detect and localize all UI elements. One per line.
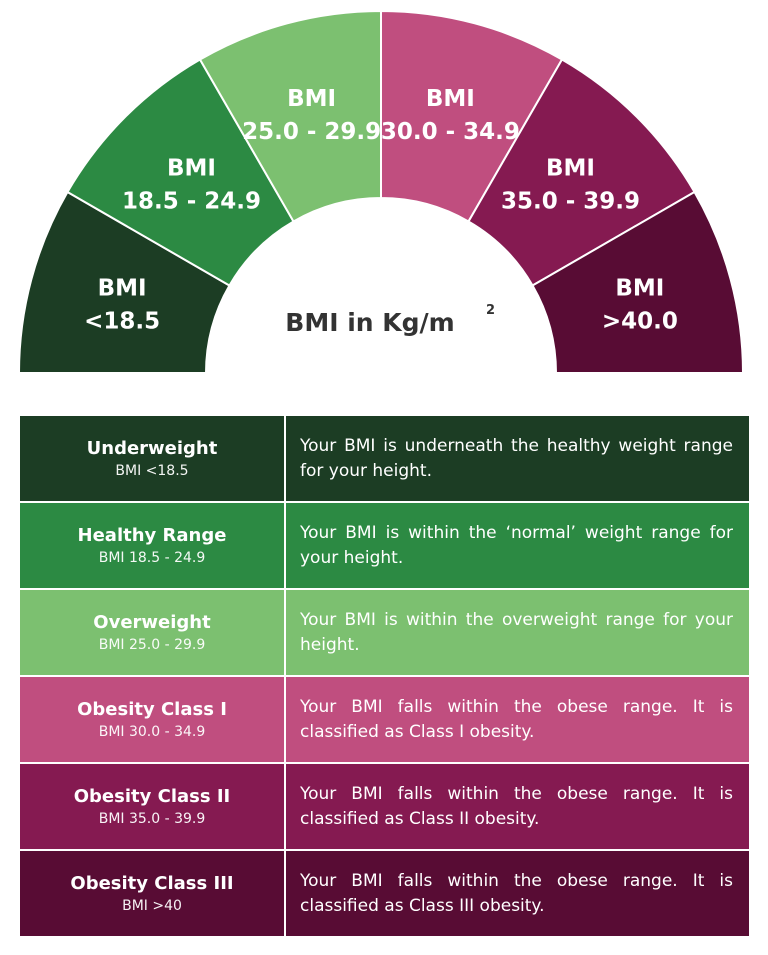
category-range: BMI >40: [122, 897, 182, 914]
gauge-center-label: BMI in Kg/m: [285, 308, 454, 337]
category-cell: Obesity Class I BMI 30.0 - 34.9: [18, 675, 286, 764]
category-cell: Obesity Class II BMI 35.0 - 39.9: [18, 762, 286, 851]
category-name: Obesity Class III: [70, 872, 234, 894]
category-range: BMI 25.0 - 29.9: [98, 636, 206, 653]
category-cell: Healthy Range BMI 18.5 - 24.9: [18, 501, 286, 590]
table-row-obesity-class-2: Obesity Class II BMI 35.0 - 39.9 Your BM…: [18, 762, 751, 851]
gauge-label-obese-1-range: 30.0 - 34.9: [381, 119, 520, 145]
gauge-label-healthy-range: 18.5 - 24.9: [122, 188, 261, 214]
bmi-gauge: BMI <18.5 BMI 18.5 - 24.9 BMI 25.0 - 29.9 BMI 3…: [17, 9, 745, 374]
table-row-underweight: Underweight BMI <18.5 Your BMI is undern…: [18, 414, 751, 503]
category-name: Overweight: [93, 611, 211, 633]
gauge-label-obese-3-title: BMI: [615, 276, 664, 302]
category-name: Obesity Class I: [77, 698, 227, 720]
gauge-center-superscript: 2: [486, 303, 495, 318]
category-range: BMI 30.0 - 34.9: [98, 723, 206, 740]
category-description: Your BMI falls within the obese range. I…: [284, 849, 751, 938]
category-cell: Underweight BMI <18.5: [18, 414, 286, 503]
gauge-label-healthy-title: BMI: [167, 155, 216, 181]
category-cell: Overweight BMI 25.0 - 29.9: [18, 588, 286, 677]
category-cell: Obesity Class III BMI >40: [18, 849, 286, 938]
gauge-label-obese-1-title: BMI: [426, 86, 475, 112]
gauge-label-obese-3-range: >40.0: [602, 309, 678, 335]
table-row-obesity-class-3: Obesity Class III BMI >40 Your BMI falls…: [18, 849, 751, 938]
gauge-label-obese-2-title: BMI: [546, 155, 595, 181]
bmi-category-table: Underweight BMI <18.5 Your BMI is undern…: [18, 414, 751, 938]
category-description: Your BMI is within the ‘normal’ weight r…: [284, 501, 751, 590]
category-name: Obesity Class II: [73, 785, 231, 807]
table-row-healthy-range: Healthy Range BMI 18.5 - 24.9 Your BMI i…: [18, 501, 751, 590]
category-description: Your BMI is within the overweight range …: [284, 588, 751, 677]
category-range: BMI <18.5: [115, 462, 189, 479]
gauge-label-obese-2-range: 35.0 - 39.9: [501, 188, 640, 214]
category-name: Healthy Range: [77, 524, 227, 546]
table-row-overweight: Overweight BMI 25.0 - 29.9 Your BMI is w…: [18, 588, 751, 677]
gauge-segments: [17, 9, 745, 374]
gauge-segment-obese-3: [531, 190, 745, 374]
category-description: Your BMI is underneath the healthy weigh…: [284, 414, 751, 503]
gauge-label-underweight-title: BMI: [98, 276, 147, 302]
gauge-label-overweight-title: BMI: [287, 86, 336, 112]
table-row-obesity-class-1: Obesity Class I BMI 30.0 - 34.9 Your BMI…: [18, 675, 751, 764]
category-range: BMI 35.0 - 39.9: [98, 810, 206, 827]
gauge-label-underweight-range: <18.5: [84, 309, 160, 335]
category-range: BMI 18.5 - 24.9: [98, 549, 206, 566]
category-name: Underweight: [86, 437, 218, 459]
category-description: Your BMI falls within the obese range. I…: [284, 762, 751, 851]
gauge-label-overweight-range: 25.0 - 29.9: [242, 119, 381, 145]
category-description: Your BMI falls within the obese range. I…: [284, 675, 751, 764]
gauge-labels: BMI <18.5 BMI 18.5 - 24.9 BMI 25.0 - 29.9 BMI 3…: [84, 86, 678, 335]
